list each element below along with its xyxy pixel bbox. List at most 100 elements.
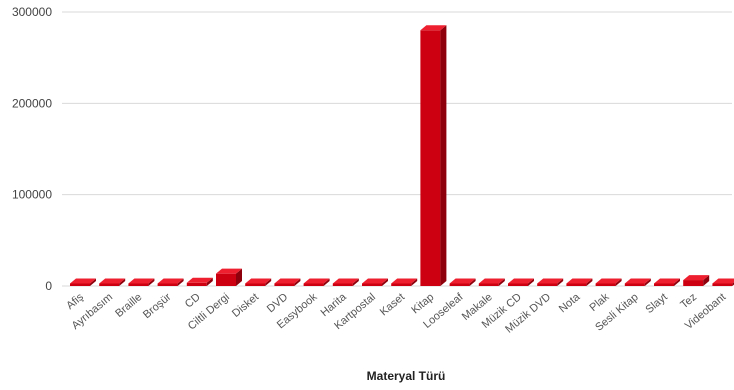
bar-front <box>332 283 353 286</box>
bar-front <box>245 283 266 286</box>
bar-side <box>323 278 330 286</box>
bar-side <box>236 268 242 286</box>
bar <box>478 278 505 286</box>
bar-front <box>624 283 645 286</box>
bar-front <box>186 282 207 286</box>
bar-top <box>391 278 418 284</box>
bar-front <box>420 30 441 287</box>
bar-side <box>265 278 272 286</box>
bar <box>566 278 593 286</box>
bar <box>595 278 622 286</box>
x-tick-label: CD <box>183 291 203 310</box>
bar-front <box>391 283 412 286</box>
bar-front <box>683 280 704 286</box>
bar-side <box>586 278 593 286</box>
y-axis-ticks: 0 100000 200000 300000 <box>12 5 52 293</box>
bar-top <box>362 278 388 284</box>
bar-front <box>566 283 587 286</box>
bar <box>186 277 213 286</box>
bar-front <box>128 283 149 286</box>
bar <box>712 278 734 286</box>
bar-front <box>654 283 674 286</box>
bar <box>245 278 272 286</box>
bar-front <box>449 283 470 286</box>
bar-top <box>99 278 126 284</box>
bar <box>332 278 359 286</box>
bar-front <box>362 283 382 286</box>
bar-side <box>294 278 301 286</box>
bar-top <box>654 278 680 284</box>
bar-side <box>469 278 476 286</box>
bar-front <box>274 283 295 286</box>
y-tick-label: 100000 <box>12 188 52 202</box>
bar-top <box>595 278 622 284</box>
bar-front <box>508 283 528 286</box>
bar <box>128 278 155 286</box>
x-tick-label: Disket <box>230 291 261 320</box>
bar-side <box>440 25 447 287</box>
bar-front <box>478 283 499 286</box>
x-tick-label: Tez <box>678 291 699 311</box>
x-tick-label: Nota <box>557 291 583 316</box>
bar-top <box>566 278 593 284</box>
bar-top <box>537 278 564 284</box>
x-axis-title: Materyal Türü <box>367 369 446 383</box>
bar-top <box>303 278 330 284</box>
bar <box>420 25 447 287</box>
x-tick-label: Plak <box>587 291 611 314</box>
bar-top <box>420 25 447 31</box>
bar-top <box>128 278 155 284</box>
bars <box>70 25 734 287</box>
bar <box>274 278 301 286</box>
bar-side <box>148 278 155 286</box>
bar-front <box>712 283 733 286</box>
bar <box>391 278 418 286</box>
bar-top <box>449 278 476 284</box>
bar-front <box>157 283 178 286</box>
x-tick-label: Afiş <box>64 291 86 312</box>
bar <box>537 278 564 286</box>
y-tick-label: 0 <box>45 279 52 293</box>
bar <box>654 278 680 286</box>
bar-side <box>119 278 126 286</box>
bar-top <box>508 278 534 284</box>
bar-top <box>157 278 184 284</box>
y-tick-label: 200000 <box>12 96 52 110</box>
bar-side <box>206 277 213 286</box>
bar-front <box>537 283 558 286</box>
bar-side <box>498 278 505 286</box>
bar-front <box>70 283 90 286</box>
bar-side <box>90 278 96 286</box>
bar-side <box>557 278 564 286</box>
bar-top <box>216 268 242 274</box>
bar-top <box>683 275 710 281</box>
bar <box>508 278 534 286</box>
bar-top <box>712 278 734 284</box>
bar <box>362 278 388 286</box>
bar <box>624 278 651 286</box>
bar-top <box>478 278 505 284</box>
bar-front <box>303 283 324 286</box>
bar <box>449 278 476 286</box>
bar-side <box>382 278 388 286</box>
y-tick-label: 300000 <box>12 5 52 19</box>
bar <box>99 278 126 286</box>
x-tick-label: Broşür <box>141 291 174 321</box>
bar-top <box>70 278 96 284</box>
bar <box>70 278 96 286</box>
bar-front <box>595 283 616 286</box>
bar-front <box>99 283 120 286</box>
bar-side <box>703 275 710 286</box>
bar-top <box>332 278 359 284</box>
bar-top <box>624 278 651 284</box>
bar <box>303 278 330 286</box>
bar <box>683 275 710 286</box>
bar-top <box>274 278 301 284</box>
bar-side <box>352 278 359 286</box>
x-tick-label: Kaset <box>378 291 407 318</box>
bar-side <box>177 278 184 286</box>
x-tick-label: Slayt <box>643 291 669 316</box>
bar-top <box>245 278 272 284</box>
